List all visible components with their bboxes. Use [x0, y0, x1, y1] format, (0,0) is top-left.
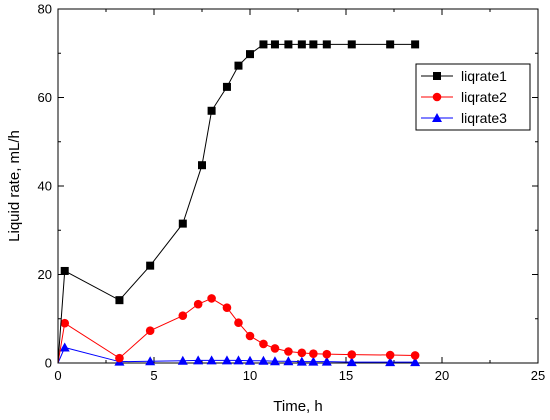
x-tick-label: 20	[435, 368, 449, 383]
x-axis-label: Time, h	[273, 398, 322, 415]
data-point-liqrate1	[309, 40, 318, 49]
data-point-liqrate3	[177, 355, 188, 365]
data-point-liqrate2	[115, 353, 124, 363]
series-line-liqrate1	[57, 43, 416, 364]
data-point-liqrate3	[283, 356, 294, 366]
series-liqrate2	[57, 294, 420, 364]
data-point-liqrate2	[60, 318, 70, 328]
x-tick-label: 10	[243, 368, 257, 383]
series-liqrate1	[57, 40, 420, 364]
data-point-liqrate2	[222, 303, 232, 312]
axis-ticks: 0 5 10 15 20 25 0 20 40 60 80	[38, 2, 546, 384]
data-point-liqrate3	[145, 356, 156, 366]
data-point-liqrate3	[385, 357, 396, 367]
data-point-liqrate2	[207, 294, 216, 303]
legend-item-liqrate1: liqrate1	[421, 68, 507, 84]
data-point-liqrate3	[221, 355, 232, 365]
y-tick-label: 0	[45, 356, 52, 371]
data-point-liqrate2	[270, 344, 280, 353]
x-tick-label: 5	[150, 368, 157, 383]
data-point-liqrate1	[347, 40, 356, 49]
data-point-liqrate3	[308, 356, 319, 366]
data-point-liqrate3	[410, 357, 421, 367]
data-point-liqrate3	[193, 355, 204, 365]
data-point-liqrate2	[245, 331, 255, 341]
y-tick-label: 20	[38, 267, 52, 282]
data-point-liqrate2	[145, 326, 155, 335]
data-point-liqrate2	[410, 351, 420, 360]
legend-marker	[433, 72, 441, 80]
x-tick-label: 25	[531, 368, 545, 383]
data-point-liqrate1	[115, 296, 124, 305]
series-layer	[57, 40, 421, 367]
data-point-liqrate1	[297, 40, 306, 49]
data-point-liqrate2	[284, 347, 293, 356]
legend-marker	[432, 92, 442, 102]
data-point-liqrate1	[411, 40, 420, 49]
data-point-liqrate1	[270, 40, 279, 49]
legend: liqrate1 liqrate2 liqrate3	[415, 63, 531, 131]
data-point-liqrate1	[178, 219, 187, 228]
legend-label: liqrate2	[461, 89, 507, 105]
data-point-liqrate1	[284, 40, 293, 49]
data-point-liqrate2	[178, 311, 188, 320]
data-point-liqrate1	[259, 40, 268, 49]
data-point-liqrate3	[346, 357, 357, 367]
data-point-liqrate3	[269, 356, 280, 366]
data-point-liqrate1	[198, 161, 206, 170]
data-point-liqrate2	[259, 339, 268, 349]
y-tick-label: 60	[38, 90, 52, 105]
data-point-liqrate3	[59, 342, 70, 352]
data-point-liqrate1	[146, 261, 155, 270]
plot-border	[57, 8, 539, 364]
data-point-liqrate1	[322, 40, 331, 49]
legend-item-liqrate3: liqrate3	[421, 110, 507, 126]
data-point-liqrate1	[246, 50, 254, 59]
plot-frame	[57, 8, 539, 364]
y-tick-label: 40	[38, 179, 52, 194]
data-point-liqrate2	[322, 349, 332, 359]
data-point-liqrate2	[347, 350, 357, 359]
legend-item-liqrate2: liqrate2	[421, 89, 507, 105]
series-liqrate3	[57, 342, 421, 367]
data-point-liqrate1	[234, 61, 243, 70]
legend-label: liqrate3	[461, 110, 507, 126]
data-point-liqrate3	[245, 355, 255, 365]
legend-label: liqrate1	[461, 68, 507, 84]
data-point-liqrate3	[206, 355, 217, 365]
data-point-liqrate3	[321, 356, 332, 366]
data-point-liqrate3	[233, 355, 244, 365]
data-point-liqrate1	[386, 40, 395, 49]
data-point-liqrate3	[258, 355, 269, 365]
y-axis-label: Liquid rate, mL/h	[6, 130, 23, 242]
series-line-liqrate2	[57, 297, 416, 364]
data-point-liqrate2	[385, 350, 395, 360]
data-point-liqrate1	[222, 82, 231, 91]
data-point-liqrate1	[60, 266, 69, 275]
data-point-liqrate2	[309, 349, 318, 359]
data-point-liqrate2	[193, 299, 203, 309]
y-tick-label: 80	[38, 2, 52, 17]
data-point-liqrate2	[234, 318, 243, 328]
data-point-liqrate3	[296, 356, 307, 366]
x-tick-label: 0	[54, 368, 61, 383]
data-point-liqrate2	[297, 348, 307, 358]
legend-marker	[432, 113, 442, 122]
data-point-liqrate1	[207, 106, 216, 115]
x-tick-label: 15	[339, 368, 353, 383]
